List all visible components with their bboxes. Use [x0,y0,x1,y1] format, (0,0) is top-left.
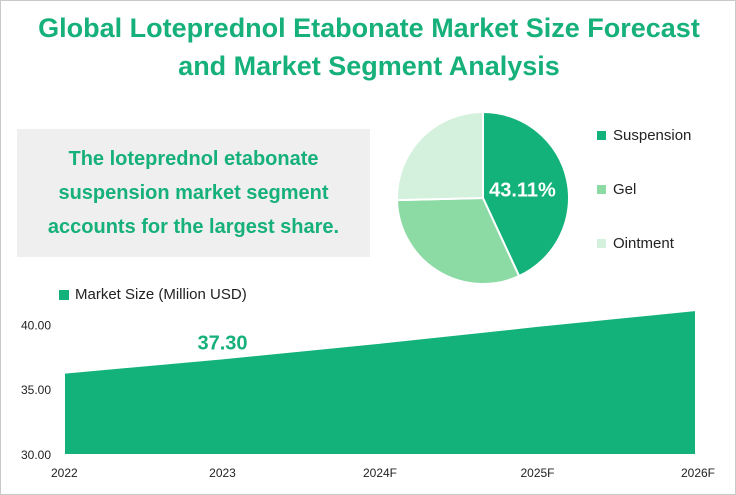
legend-swatch-suspension [597,131,606,140]
callout-box: The loteprednol etabonate suspension mar… [17,129,370,257]
pie-slice-label-suspension: 43.11% [489,179,556,201]
x-tick-label: 2026F [681,466,715,480]
x-tick-label: 2022 [51,466,78,480]
chart-title: Global Loteprednol Etabonate Market Size… [1,9,736,85]
pie-chart: 43.11% [396,110,570,285]
data-label-2026f: 41.02 [667,301,717,306]
title-line-2: and Market Segment Analysis [178,51,560,81]
pie-slice-suspension [482,110,570,278]
y-tick-label: 40.00 [21,318,51,332]
legend-label-ointment: Ointment [613,235,674,252]
y-tick-label: 30.00 [21,448,51,462]
legend-item-ointment: Ointment [597,235,674,252]
y-tick-label: 35.00 [21,383,51,397]
pie-slice-gel [396,196,521,285]
legend-label-market-size: Market Size (Million USD) [75,286,247,303]
legend-swatch-gel [597,185,606,194]
legend-swatch-market-size [59,289,69,300]
data-label-2023: 37.30 [197,332,247,354]
x-tick-label: 2025F [520,466,554,480]
pie-slice-ointment [396,110,484,202]
area-series-market-size [65,311,695,454]
x-tick-label: 2023 [209,466,236,480]
title-line-1: Global Loteprednol Etabonate Market Size… [38,13,700,43]
x-tick-label: 2024F [363,466,397,480]
callout-text: The loteprednol etabonate suspension mar… [47,148,340,238]
area-chart: 30.00 35.00 40.00 2022 2023 2024F 2025F 2026F 37… [21,301,717,480]
legend-label-suspension: Suspension [613,127,692,144]
legend-label-gel: Gel [613,181,637,198]
legend-swatch-ointment [597,239,606,248]
legend-item-suspension: Suspension [597,127,691,144]
legend-item-gel: Gel [597,181,636,198]
area-legend: Market Size (Million USD) [59,286,247,303]
